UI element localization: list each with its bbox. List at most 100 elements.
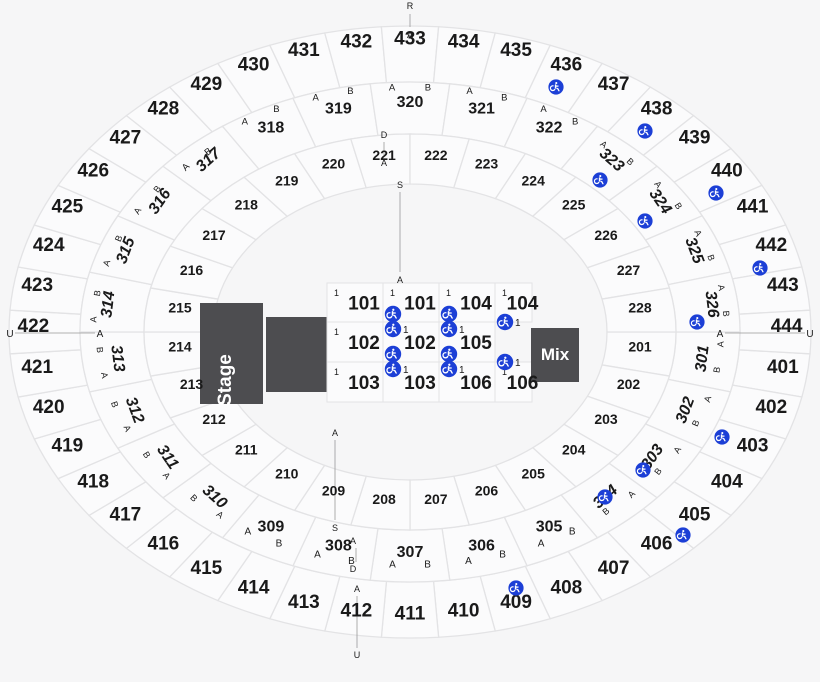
svg-text:326: 326 bbox=[702, 290, 722, 319]
svg-text:A: A bbox=[350, 536, 356, 546]
svg-text:413: 413 bbox=[288, 592, 320, 613]
svg-text:429: 429 bbox=[191, 74, 223, 95]
svg-text:313: 313 bbox=[107, 344, 127, 373]
svg-text:226: 226 bbox=[594, 227, 618, 243]
svg-text:A: A bbox=[88, 316, 98, 323]
svg-text:1: 1 bbox=[403, 325, 409, 336]
svg-text:427: 427 bbox=[110, 128, 142, 149]
svg-text:Mix: Mix bbox=[541, 345, 570, 364]
svg-text:S: S bbox=[332, 523, 338, 533]
svg-text:105: 105 bbox=[460, 333, 492, 354]
svg-text:435: 435 bbox=[500, 40, 532, 61]
svg-text:443: 443 bbox=[767, 275, 799, 296]
svg-text:436: 436 bbox=[551, 54, 583, 75]
svg-text:1: 1 bbox=[403, 365, 409, 376]
svg-text:203: 203 bbox=[594, 411, 618, 427]
svg-text:418: 418 bbox=[77, 472, 109, 493]
svg-text:B: B bbox=[276, 539, 283, 550]
svg-text:208: 208 bbox=[372, 491, 396, 507]
svg-text:319: 319 bbox=[325, 101, 352, 118]
svg-text:223: 223 bbox=[475, 156, 499, 172]
svg-text:1: 1 bbox=[334, 367, 339, 377]
svg-text:301: 301 bbox=[693, 344, 713, 373]
svg-text:1: 1 bbox=[515, 358, 521, 369]
svg-text:227: 227 bbox=[617, 262, 641, 278]
svg-text:211: 211 bbox=[235, 441, 258, 457]
svg-text:A: A bbox=[538, 539, 545, 550]
svg-text:A: A bbox=[97, 329, 104, 340]
svg-text:424: 424 bbox=[33, 235, 65, 256]
svg-text:439: 439 bbox=[679, 128, 711, 149]
svg-text:309: 309 bbox=[258, 518, 285, 535]
svg-text:320: 320 bbox=[397, 94, 424, 111]
svg-text:B: B bbox=[273, 104, 279, 115]
svg-text:D: D bbox=[381, 130, 388, 140]
svg-text:408: 408 bbox=[551, 578, 583, 599]
svg-text:A: A bbox=[397, 275, 403, 285]
svg-text:B: B bbox=[572, 116, 578, 127]
svg-text:A: A bbox=[540, 104, 547, 115]
svg-text:401: 401 bbox=[767, 357, 799, 378]
svg-text:103: 103 bbox=[348, 373, 380, 394]
svg-text:414: 414 bbox=[238, 578, 270, 599]
svg-text:438: 438 bbox=[641, 99, 673, 120]
svg-text:1: 1 bbox=[334, 327, 339, 337]
svg-text:419: 419 bbox=[52, 436, 84, 457]
svg-text:415: 415 bbox=[191, 558, 223, 579]
svg-text:B: B bbox=[347, 86, 353, 97]
svg-text:206: 206 bbox=[475, 482, 499, 498]
svg-text:406: 406 bbox=[641, 533, 673, 554]
svg-text:201: 201 bbox=[628, 338, 652, 354]
svg-text:101: 101 bbox=[348, 294, 380, 315]
svg-text:B: B bbox=[425, 82, 431, 93]
svg-text:204: 204 bbox=[562, 441, 586, 457]
svg-text:S: S bbox=[397, 180, 403, 190]
svg-text:434: 434 bbox=[448, 31, 480, 52]
svg-text:322: 322 bbox=[536, 120, 563, 137]
svg-text:B: B bbox=[499, 550, 506, 561]
svg-text:441: 441 bbox=[737, 197, 769, 218]
svg-text:A: A bbox=[715, 341, 725, 348]
svg-text:214: 214 bbox=[168, 338, 192, 354]
svg-text:410: 410 bbox=[448, 601, 480, 622]
svg-text:B: B bbox=[95, 346, 105, 353]
svg-text:1: 1 bbox=[390, 288, 395, 298]
svg-text:416: 416 bbox=[148, 533, 180, 554]
svg-text:1: 1 bbox=[334, 288, 339, 298]
svg-text:225: 225 bbox=[562, 197, 586, 213]
svg-text:A: A bbox=[389, 82, 396, 93]
svg-text:224: 224 bbox=[522, 173, 546, 189]
svg-text:307: 307 bbox=[397, 544, 424, 561]
svg-text:103: 103 bbox=[404, 373, 436, 394]
svg-text:432: 432 bbox=[341, 31, 373, 52]
svg-text:412: 412 bbox=[341, 601, 373, 622]
svg-text:216: 216 bbox=[180, 262, 204, 278]
svg-text:A: A bbox=[717, 329, 724, 340]
svg-text:444: 444 bbox=[771, 316, 803, 337]
svg-text:1: 1 bbox=[446, 288, 451, 298]
svg-text:A: A bbox=[465, 556, 472, 567]
svg-text:219: 219 bbox=[275, 173, 299, 189]
svg-text:1: 1 bbox=[459, 325, 465, 336]
svg-text:A: A bbox=[314, 550, 321, 561]
svg-text:Stage: Stage bbox=[215, 354, 236, 406]
svg-text:B: B bbox=[501, 93, 507, 104]
svg-text:1: 1 bbox=[515, 318, 521, 329]
svg-text:404: 404 bbox=[711, 472, 743, 493]
svg-text:B: B bbox=[424, 560, 431, 571]
svg-text:407: 407 bbox=[598, 558, 630, 579]
svg-text:442: 442 bbox=[755, 235, 787, 256]
svg-text:A: A bbox=[381, 158, 387, 168]
svg-text:106: 106 bbox=[507, 373, 539, 394]
svg-text:R: R bbox=[407, 1, 414, 11]
svg-text:U: U bbox=[6, 329, 13, 340]
svg-text:421: 421 bbox=[21, 357, 53, 378]
svg-text:A: A bbox=[242, 116, 249, 127]
svg-text:308: 308 bbox=[325, 538, 352, 555]
svg-text:417: 417 bbox=[110, 504, 142, 525]
svg-text:318: 318 bbox=[258, 120, 285, 137]
svg-text:213: 213 bbox=[180, 376, 204, 392]
svg-text:106: 106 bbox=[460, 373, 492, 394]
svg-text:402: 402 bbox=[755, 397, 787, 418]
svg-text:305: 305 bbox=[536, 518, 563, 535]
